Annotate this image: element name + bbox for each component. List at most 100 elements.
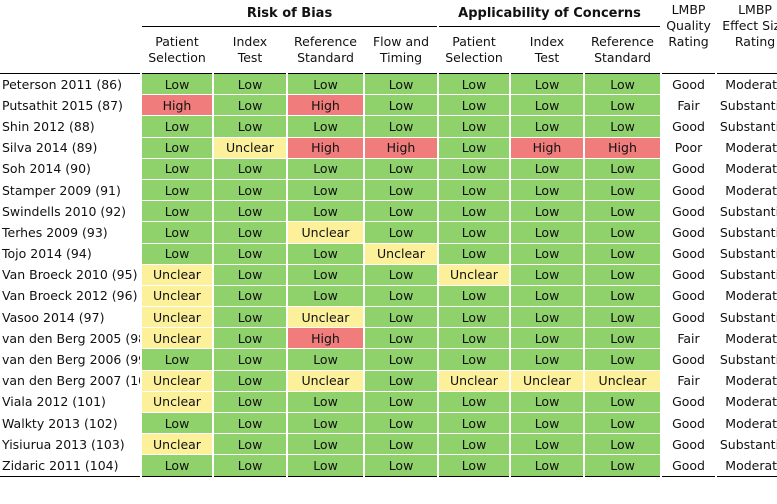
risk-of-bias-cell: Low (288, 434, 363, 456)
risk-of-bias-cell: Low (365, 201, 437, 223)
risk-of-bias-cell: Low (365, 391, 437, 413)
risk-of-bias-cell: Low (214, 285, 286, 308)
study-name: Walkty 2013 (102) (0, 413, 140, 435)
study-name: Tojo 2014 (94) (0, 243, 140, 265)
risk-of-bias-cell: Low (365, 434, 437, 456)
effect-size-rating-cell: Moderate (717, 455, 777, 477)
applicability-cell: Low (585, 349, 661, 371)
risk-of-bias-cell: Low (142, 137, 212, 159)
applicability-cell: Unclear (439, 370, 509, 392)
table-row: Viala 2012 (101) Unclear Low Low Low Low Low Lo… (0, 391, 777, 413)
quality-rating-cell: Good (662, 179, 716, 202)
col-app-patient-selection: Patient Selection (439, 27, 509, 74)
risk-of-bias-cell: High (288, 95, 363, 117)
risk-of-bias-cell: Low (214, 74, 286, 96)
quality-rating-cell: Good (662, 116, 716, 138)
applicability-cell: Low (511, 391, 583, 413)
risk-of-bias-cell: Low (142, 413, 212, 435)
effect-size-rating-cell: Moderate (717, 74, 777, 96)
applicability-cell: Low (585, 434, 661, 456)
effect-size-rating-cell: Substantial (717, 222, 777, 244)
applicability-cell: Low (439, 307, 509, 329)
applicability-cell: Low (511, 307, 583, 329)
column-header-row: Patient Selection Index Test Reference Stan… (0, 27, 777, 74)
applicability-cell: Low (439, 285, 509, 308)
risk-of-bias-cell: Low (288, 243, 363, 265)
risk-of-bias-header: Risk of Bias (142, 0, 437, 27)
applicability-cell: Low (585, 201, 661, 223)
applicability-cell: Low (585, 95, 661, 117)
quality-rating-cell: Good (662, 413, 716, 435)
applicability-cell: Low (439, 455, 509, 477)
risk-of-bias-cell: Unclear (142, 285, 212, 308)
applicability-cell: Low (439, 74, 509, 96)
applicability-cell: Low (511, 349, 583, 371)
risk-of-bias-cell: Low (214, 328, 286, 350)
risk-of-bias-cell: Low (288, 285, 363, 308)
study-name: Soh 2014 (90) (0, 158, 140, 180)
risk-of-bias-cell: Low (365, 264, 437, 286)
risk-of-bias-cell: Low (142, 201, 212, 223)
applicability-cell: High (585, 137, 661, 159)
risk-of-bias-cell: Low (288, 74, 363, 96)
quality-rating-cell: Good (662, 243, 716, 265)
applicability-cell: Low (511, 328, 583, 350)
effect-size-rating-cell: Moderate (717, 137, 777, 159)
applicability-cell: Low (511, 201, 583, 223)
applicability-cell: Low (585, 222, 661, 244)
risk-of-bias-cell: Low (288, 264, 363, 286)
applicability-cell: Low (585, 158, 661, 180)
applicability-cell: Low (511, 158, 583, 180)
risk-of-bias-cell: Low (365, 95, 437, 117)
risk-of-bias-cell: Low (142, 74, 212, 96)
col-rob-flow-timing: Flow and Timing (365, 27, 437, 74)
applicability-cell: Low (439, 222, 509, 244)
risk-of-bias-cell: Unclear (365, 243, 437, 265)
effect-size-rating-cell: Moderate (717, 370, 777, 392)
risk-of-bias-cell: Low (214, 413, 286, 435)
applicability-cell: Low (585, 391, 661, 413)
risk-of-bias-cell: Low (365, 349, 437, 371)
risk-of-bias-cell: Low (142, 179, 212, 202)
study-name: van den Berg 2006 (99) (0, 349, 140, 371)
effect-size-rating-cell: Moderate (717, 285, 777, 308)
risk-of-bias-cell: Low (288, 413, 363, 435)
study-name: Stamper 2009 (91) (0, 179, 140, 202)
table-row: Yisiurua 2013 (103) Unclear Low Low Low Low Lo… (0, 434, 777, 456)
applicability-cell: Unclear (439, 264, 509, 286)
applicability-header: Applicability of Concerns (439, 0, 661, 27)
study-name: Zidaric 2011 (104) (0, 455, 140, 477)
risk-of-bias-cell: Low (288, 349, 363, 371)
effect-size-rating-cell: Moderate (717, 391, 777, 413)
quality-rating-cell: Good (662, 201, 716, 223)
risk-of-bias-cell: Low (214, 201, 286, 223)
study-name: Shin 2012 (88) (0, 116, 140, 138)
applicability-cell: Low (511, 116, 583, 138)
risk-of-bias-cell: High (142, 95, 212, 117)
study-name: Viala 2012 (101) (0, 391, 140, 413)
applicability-cell: Low (439, 116, 509, 138)
risk-of-bias-cell: Low (365, 179, 437, 202)
risk-of-bias-cell: Low (365, 455, 437, 477)
col-rob-patient-selection: Patient Selection (142, 27, 212, 74)
risk-of-bias-cell: Unclear (142, 264, 212, 286)
applicability-cell: Low (511, 264, 583, 286)
effect-size-rating-cell: Moderate (717, 179, 777, 202)
effect-size-rating-cell: Substantial (717, 95, 777, 117)
risk-of-bias-cell: Low (365, 370, 437, 392)
quality-rating-cell: Good (662, 158, 716, 180)
applicability-cell: Low (439, 137, 509, 159)
applicability-cell: Low (439, 201, 509, 223)
risk-of-bias-cell: Low (214, 179, 286, 202)
applicability-cell: Low (585, 264, 661, 286)
applicability-cell: Low (439, 413, 509, 435)
study-name: Terhes 2009 (93) (0, 222, 140, 244)
effect-size-rating-cell: Substantial (717, 243, 777, 265)
risk-of-bias-table: Risk of Bias Applicability of Concerns L… (0, 0, 777, 477)
applicability-cell: Low (511, 222, 583, 244)
risk-of-bias-cell: Low (214, 264, 286, 286)
table-row: Van Broeck 2010 (95) Unclear Low Low Low Uncl… (0, 264, 777, 286)
risk-of-bias-cell: Low (214, 116, 286, 138)
table-row: Zidaric 2011 (104) Low Low Low Low Low Low Low G… (0, 455, 777, 477)
